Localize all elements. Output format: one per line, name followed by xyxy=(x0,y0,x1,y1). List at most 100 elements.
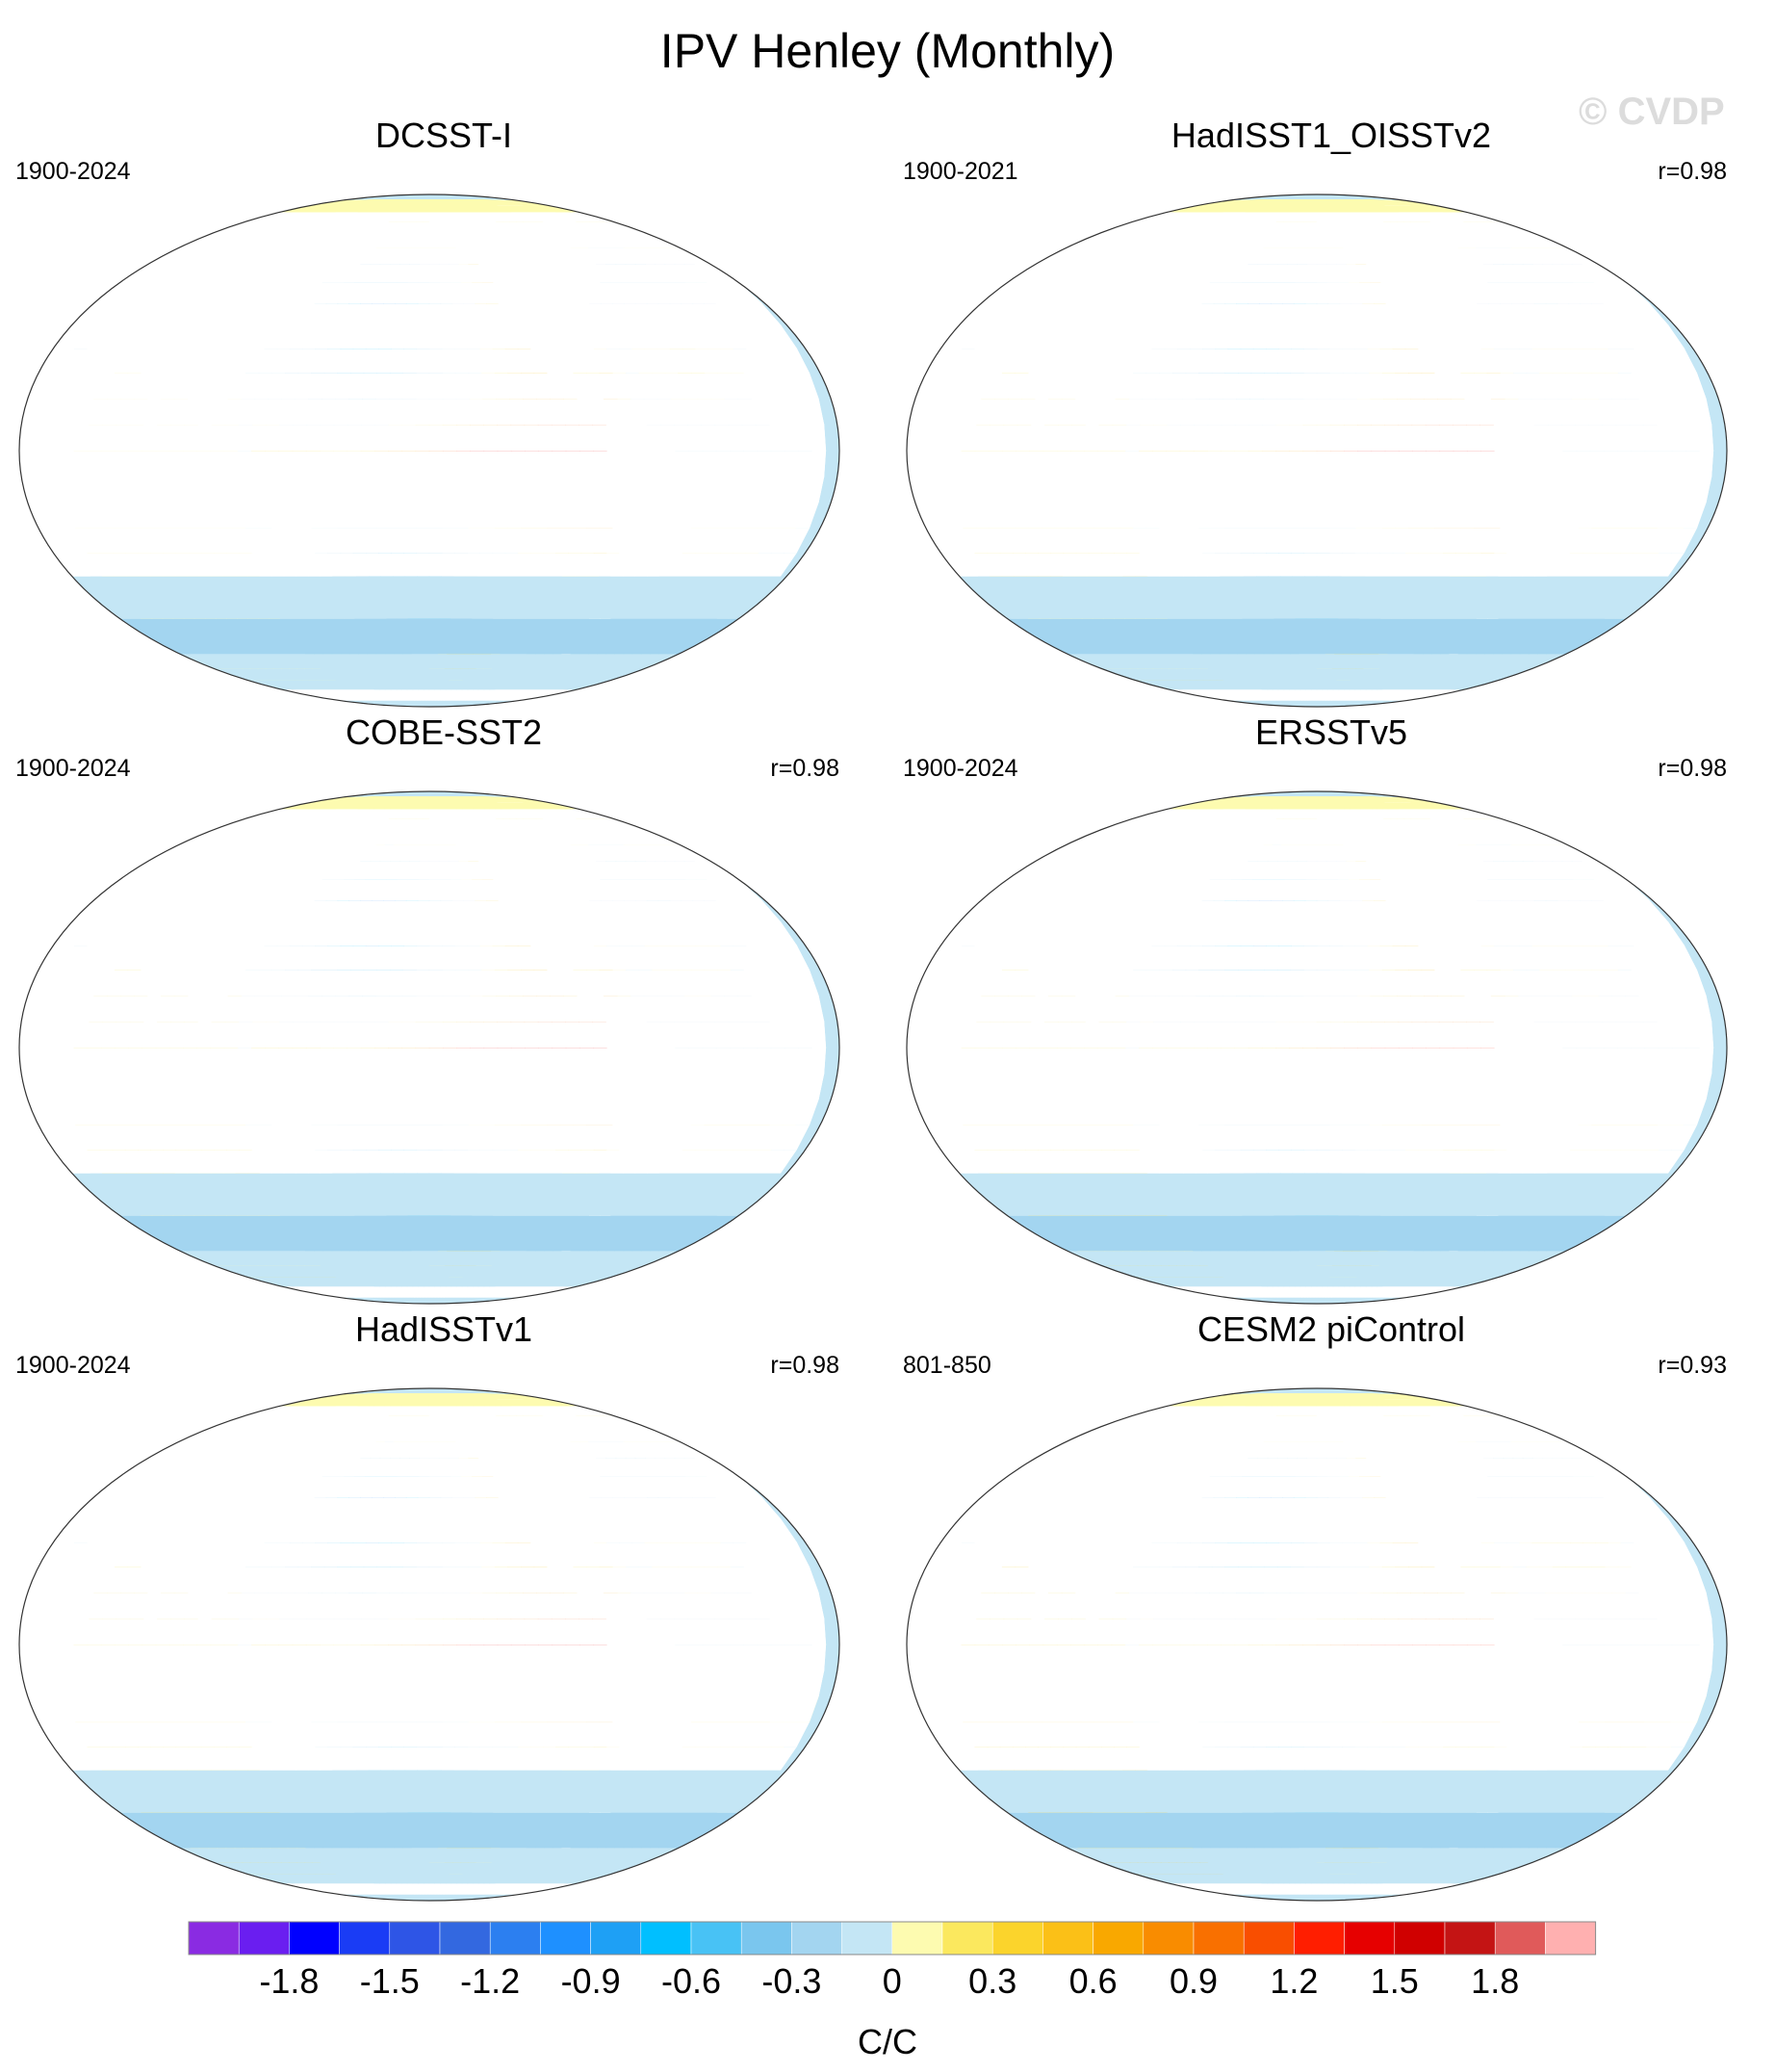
land-cell xyxy=(26,1099,819,1126)
panel-period: 1900-2024 xyxy=(15,755,131,782)
land-cell xyxy=(300,695,553,701)
cvdp-watermark: © CVDP xyxy=(1579,91,1725,133)
land-cell xyxy=(20,398,825,426)
sst-cell xyxy=(134,636,715,655)
sst-cell xyxy=(300,200,553,206)
land-cell xyxy=(20,995,825,1023)
land-cell xyxy=(1082,220,1544,234)
land-cell xyxy=(48,1149,798,1174)
land-cell xyxy=(1188,695,1441,701)
land-cell xyxy=(913,502,1707,529)
land-cell xyxy=(64,302,782,325)
land-cell xyxy=(952,302,1669,325)
world-map xyxy=(18,194,840,708)
sst-cell xyxy=(1188,200,1441,206)
land-cell xyxy=(26,970,819,997)
land-cell xyxy=(228,211,624,222)
map-panel: COBE-SST2 1900-2024 r=0.98 xyxy=(0,712,888,1309)
land-cell xyxy=(936,324,1685,350)
sst-cell xyxy=(194,667,656,681)
land-cell xyxy=(923,528,1698,554)
sst-cell xyxy=(1021,636,1603,655)
land-cell xyxy=(1116,211,1511,222)
land-cell xyxy=(134,843,715,862)
sst-cell xyxy=(228,1276,624,1287)
land-cell xyxy=(26,373,819,400)
panel-title: DCSST-I xyxy=(374,116,512,155)
sst-cell xyxy=(108,1215,740,1235)
land-cell xyxy=(20,1073,825,1101)
land-cell xyxy=(908,476,1712,504)
sst-cell xyxy=(194,1264,656,1278)
land-cell xyxy=(19,424,827,452)
sst-cell xyxy=(134,1233,715,1252)
land-cell xyxy=(1151,688,1477,697)
land-cell xyxy=(36,528,810,554)
land-cell xyxy=(908,398,1712,426)
land-cell xyxy=(85,879,762,901)
land-cell xyxy=(300,1292,553,1298)
sst-cell xyxy=(1051,653,1574,669)
land-cell xyxy=(1051,232,1574,248)
land-cell xyxy=(164,232,686,248)
map-panel: DCSST-I 1900-2024 xyxy=(0,116,888,712)
land-cell xyxy=(108,861,740,880)
sst-cell xyxy=(339,199,517,201)
land-cell xyxy=(19,450,827,478)
land-cell xyxy=(194,817,656,831)
land-cell xyxy=(36,945,810,971)
land-cell xyxy=(64,899,782,922)
land-cell xyxy=(85,282,762,304)
land-cell xyxy=(907,450,1714,478)
sst-cell xyxy=(164,1250,686,1266)
sst-cell xyxy=(1226,199,1404,201)
land-cell xyxy=(264,688,589,697)
land-cell xyxy=(48,324,798,350)
sst-cell xyxy=(164,653,686,669)
sst-cell xyxy=(64,575,782,599)
world-map xyxy=(906,194,1728,708)
land-cell xyxy=(995,264,1628,283)
sst-cell xyxy=(952,575,1669,599)
map-border xyxy=(18,194,840,708)
sst-cell xyxy=(264,204,589,213)
land-cell xyxy=(20,476,825,504)
land-cell xyxy=(164,829,686,845)
land-cell xyxy=(923,348,1698,374)
land-cell xyxy=(194,220,656,234)
sst-cell xyxy=(85,1194,762,1216)
panel-period: 1900-2021 xyxy=(903,158,1018,185)
panel-correlation: r=0.98 xyxy=(1658,158,1727,185)
sst-cell xyxy=(1082,667,1544,681)
sst-cell xyxy=(1151,204,1477,213)
sst-cell xyxy=(85,597,762,619)
world-map xyxy=(18,790,840,1305)
sst-cell xyxy=(228,679,624,690)
land-cell xyxy=(48,552,798,577)
panel-correlation: r=0.98 xyxy=(770,755,839,782)
land-cell xyxy=(1021,246,1603,265)
land-cell xyxy=(108,264,740,283)
land-cell xyxy=(19,1021,827,1049)
sst-cell xyxy=(972,597,1650,619)
sst-cell xyxy=(1116,679,1511,690)
sst-cell xyxy=(64,1172,782,1196)
sst-cell xyxy=(108,618,740,638)
land-cell xyxy=(19,1047,827,1075)
panel-title: HadISST1_OISSTv2 xyxy=(1170,116,1492,155)
land-cell xyxy=(48,921,798,946)
land-cell xyxy=(936,552,1685,577)
panel-period: 1900-2024 xyxy=(15,158,131,185)
map-panel: HadISST1_OISSTv2 1900-2021 r=0.98 xyxy=(888,116,1775,712)
land-cell xyxy=(264,1285,589,1294)
land-cell xyxy=(907,424,1714,452)
land-cell xyxy=(26,502,819,529)
sst-cell xyxy=(995,618,1628,638)
land-cell xyxy=(36,1125,810,1151)
land-cell xyxy=(36,348,810,374)
land-cell xyxy=(972,282,1650,304)
land-cell xyxy=(134,246,715,265)
panel-title: COBE-SST2 xyxy=(345,712,543,752)
figure-title: IPV Henley (Monthly) xyxy=(659,24,1116,78)
land-cell xyxy=(913,373,1707,400)
